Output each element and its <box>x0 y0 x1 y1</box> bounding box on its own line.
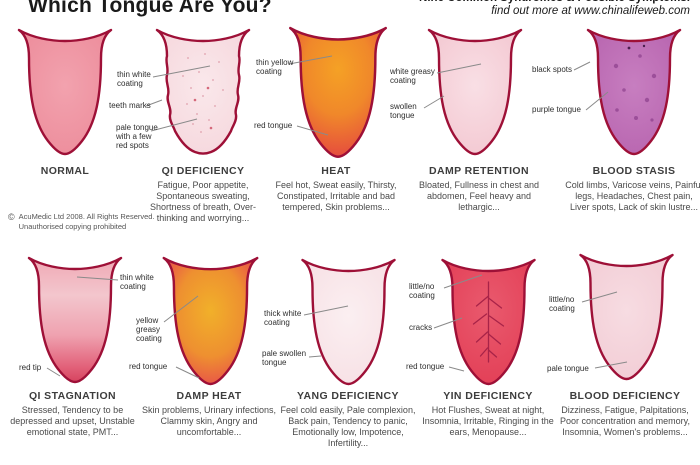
annotation-little-no-coating-blood: little/no coating <box>549 295 575 313</box>
caption-damp-heat: DAMP HEAT Skin problems, Urinary infecti… <box>141 390 277 438</box>
caption-qi-deficiency: QI DEFICIENCY Fatigue, Poor appetite, Sp… <box>138 165 268 224</box>
syndrome-name: HEAT <box>321 165 351 177</box>
annotation-white-greasy-coating: white greasy coating <box>390 67 435 85</box>
tagline: Nine Common Syndromes & Possible Symptom… <box>419 0 690 17</box>
syndrome-name: DAMP HEAT <box>176 390 242 402</box>
caption-heat: HEAT Feel hot, Sweat easily, Thirsty, Co… <box>271 165 401 213</box>
syndrome-name: BLOOD STASIS <box>592 165 676 177</box>
tongue-heat-illustration <box>289 26 387 159</box>
annotation-black-spots: black spots <box>532 65 573 74</box>
caption-blood-deficiency: BLOOD DEFICIENCY Dizziness, Fatigue, Pal… <box>555 390 695 438</box>
syndrome-symptoms: Feel cold easily, Pale complexion, Back … <box>280 405 416 448</box>
tongue-damp-retention-illustration <box>427 28 523 156</box>
annotation-pale-swollen-tongue: pale swollen tongue <box>262 349 307 367</box>
tagline-text: Nine Common Syndromes & Possible Symptom… <box>419 0 690 4</box>
annotation-red-tongue-heat: red tongue <box>254 121 293 130</box>
red-spots <box>193 86 213 130</box>
syndrome-symptoms: Cold limbs, Varicose veins, Painful legs… <box>565 180 700 212</box>
annotation-red-tip: red tip <box>19 363 42 372</box>
tongue-yin-deficiency-illustration <box>441 258 536 386</box>
syndrome-symptoms: Hot Flushes, Sweat at night, Insomnia, I… <box>422 405 554 437</box>
syndrome-name: BLOOD DEFICIENCY <box>569 390 681 402</box>
annotation-yellow-greasy-coating: yellow greasy coating <box>136 316 162 343</box>
caption-blood-stasis: BLOOD STASIS Cold limbs, Varicose veins,… <box>565 165 700 213</box>
annotation-little-no-coating-yin: little/no coating <box>409 282 435 300</box>
caption-damp-retention: DAMP RETENTION Bloated, Fullness in ches… <box>414 165 544 213</box>
annotation-red-tongue-damp-heat: red tongue <box>129 362 168 371</box>
caption-qi-stagnation: QI STAGNATION Stressed, Tendency to be d… <box>5 390 140 438</box>
syndrome-name: QI DEFICIENCY <box>161 165 245 177</box>
syndrome-name: QI STAGNATION <box>28 390 117 402</box>
purple-spots <box>613 54 657 122</box>
annotation-thin-white-coating: thin white coating <box>117 70 151 88</box>
annotation-thin-white-coating-2: thin white coating <box>120 273 154 291</box>
syndrome-name: YIN DEFICIENCY <box>443 390 533 402</box>
cracks-lines <box>472 281 505 363</box>
syndrome-name: DAMP RETENTION <box>429 165 529 177</box>
annotation-swollen-tongue: swollen tongue <box>390 102 417 120</box>
annotation-teeth-marks: teeth marks <box>109 101 151 110</box>
caption-yin-deficiency: YIN DEFICIENCY Hot Flushes, Sweat at nig… <box>418 390 558 438</box>
caption-normal: NORMAL <box>0 165 130 180</box>
annotation-pale-tongue-blood: pale tongue <box>547 364 589 373</box>
website-url-text: find out more at www.chinalifeweb.com <box>491 5 690 17</box>
syndrome-symptoms: Stressed, Tendency to be depressed and u… <box>10 405 135 437</box>
copyright-icon: © <box>8 212 15 222</box>
annotation-thin-yellow-coating: thin yellow coating <box>256 58 294 76</box>
annotation-purple-tongue: purple tongue <box>532 105 581 114</box>
syndrome-symptoms: Dizziness, Fatigue, Palpitations, Poor c… <box>560 405 690 437</box>
syndrome-name: YANG DEFICIENCY <box>297 390 399 402</box>
tongue-normal-illustration <box>17 28 113 156</box>
syndrome-symptoms: Feel hot, Sweat easily, Thirsty, Constip… <box>275 180 397 212</box>
copyright-text: AcuMedic Ltd 2008. All Rights Reserved. … <box>18 212 155 231</box>
syndrome-symptoms: Skin problems, Urinary infections, Clamm… <box>141 405 277 437</box>
annotation-thick-white-coating: thick white coating <box>264 309 302 327</box>
annotation-cracks: cracks <box>409 323 433 332</box>
syndrome-symptoms: Fatigue, Poor appetite, Spontaneous swea… <box>149 180 257 223</box>
tongue-qi-deficiency-illustration <box>155 28 251 155</box>
tongue-blood-stasis-illustration <box>586 28 682 156</box>
annotation-pale-tongue-red-spots: pale tongue with a few red spots <box>116 123 158 150</box>
syndrome-symptoms: Bloated, Fullness in chest and abdomen, … <box>418 180 540 212</box>
syndrome-name: NORMAL <box>40 165 90 177</box>
page-title: Which Tongue Are You? <box>28 0 272 17</box>
copyright-notice: © AcuMedic Ltd 2008. All Rights Reserved… <box>8 212 160 232</box>
annotation-red-tongue-yin: red tongue <box>406 362 445 371</box>
black-spots <box>627 44 646 50</box>
caption-yang-deficiency: YANG DEFICIENCY Feel cold easily, Pale c… <box>278 390 418 449</box>
